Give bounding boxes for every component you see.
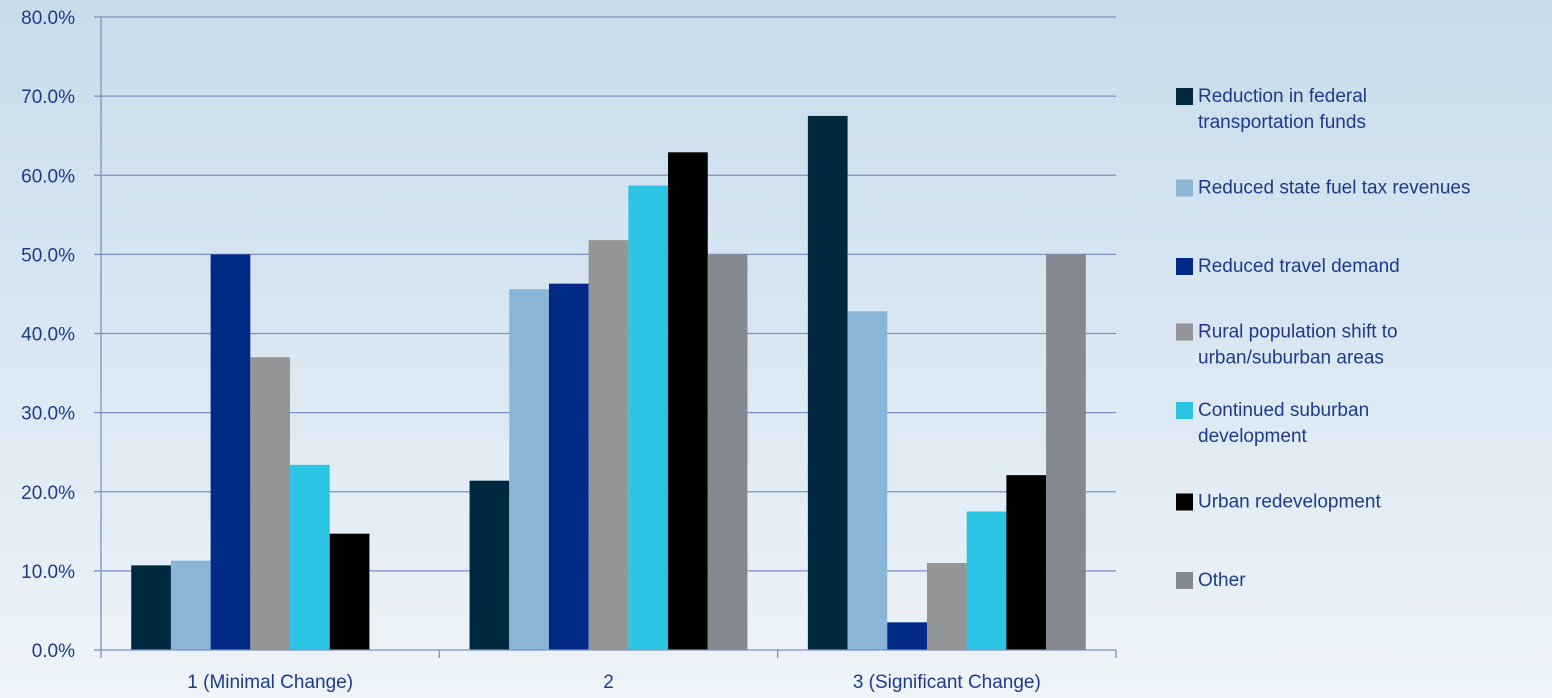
legend-swatch [1176, 179, 1193, 197]
legend-label: Reduction in federal [1198, 86, 1367, 107]
bar [131, 565, 171, 650]
y-axis-tick-labels: 0.0% 10.0% 20.0% 30.0% 40.0% 50.0% 60.0% 70.0% 8… [21, 8, 75, 662]
y-tick-label: 70.0% [21, 87, 75, 108]
legend-item: Reduced travel demand [1176, 256, 1400, 277]
bar [509, 289, 549, 650]
legend-item: Other [1176, 570, 1246, 591]
bar [847, 311, 888, 650]
bar [628, 185, 669, 650]
y-tick-label: 0.0% [32, 641, 75, 662]
bar [210, 254, 251, 650]
legend-label: development [1198, 426, 1308, 447]
y-tick-label: 40.0% [21, 325, 75, 346]
legend: Reduction in federal transportation funds… [1176, 86, 1471, 591]
bar [1006, 475, 1047, 650]
y-tick-label: 30.0% [21, 404, 75, 425]
y-tick-label: 60.0% [21, 166, 75, 187]
legend-label: Reduced state fuel tax revenues [1198, 178, 1471, 199]
bar [966, 511, 1007, 650]
legend-item: Continued suburban development [1176, 400, 1369, 447]
legend-label: Other [1198, 570, 1246, 591]
legend-label: Continued suburban [1198, 400, 1369, 421]
bar [290, 464, 330, 650]
axes [100, 17, 1117, 658]
legend-swatch [1176, 323, 1193, 341]
x-axis-category-labels: 1 (Minimal Change) 2 3 (Significant Change… [187, 672, 1041, 693]
bar [1046, 254, 1086, 650]
bar [588, 240, 629, 650]
bar [548, 283, 589, 650]
y-tick-label: 50.0% [21, 245, 75, 266]
legend-label: Reduced travel demand [1198, 256, 1400, 277]
bars [131, 115, 1086, 650]
legend-item: Urban redevelopment [1176, 492, 1381, 513]
legend-swatch [1176, 572, 1193, 589]
legend-swatch [1176, 88, 1193, 105]
legend-swatch [1176, 402, 1193, 419]
legend-label: Urban redevelopment [1198, 492, 1381, 513]
y-tick-label: 20.0% [21, 483, 75, 504]
bar [668, 152, 708, 650]
x-category-label: 1 (Minimal Change) [187, 672, 353, 693]
bar [250, 357, 291, 650]
bar [887, 622, 927, 650]
legend-swatch [1176, 258, 1193, 275]
legend-item: Rural population shift to urban/suburban … [1176, 322, 1398, 369]
x-category-label: 2 [603, 672, 614, 693]
legend-item: Reduction in federal transportation funds [1176, 86, 1367, 133]
legend-label: urban/suburban areas [1198, 348, 1384, 369]
legend-label: Rural population shift to [1198, 322, 1398, 343]
x-category-label: 3 (Significant Change) [853, 672, 1041, 693]
bar [170, 560, 211, 650]
y-tick-label: 10.0% [21, 562, 75, 583]
bar [926, 562, 967, 650]
bar [807, 115, 848, 650]
bar [469, 480, 510, 650]
legend-label: transportation funds [1198, 112, 1366, 133]
bar [707, 254, 748, 650]
y-tick-label: 80.0% [21, 8, 75, 29]
bar [329, 533, 370, 650]
legend-swatch [1176, 493, 1193, 511]
legend-item: Reduced state fuel tax revenues [1176, 178, 1471, 199]
